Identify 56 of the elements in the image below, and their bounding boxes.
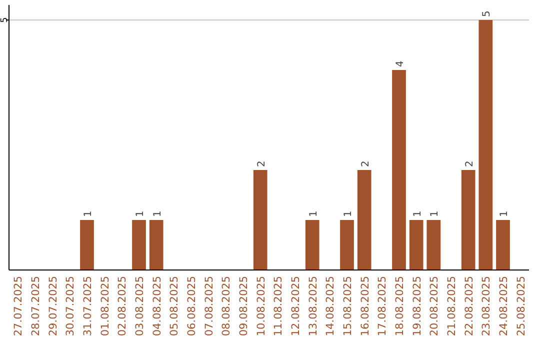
x-tick-label: 02.08.2025	[116, 276, 129, 336]
x-tick-label: 23.08.2025	[480, 276, 493, 336]
x-tick-label: 30.07.2025	[64, 276, 77, 336]
x-tick-label: 01.08.2025	[99, 276, 112, 336]
bar	[496, 220, 510, 270]
bar	[80, 220, 94, 270]
x-tick-label: 18.08.2025	[394, 276, 406, 336]
x-tick-label: 08.08.2025	[220, 276, 233, 336]
data-label: 2	[360, 160, 372, 167]
x-tick-label: 21.08.2025	[446, 276, 458, 336]
data-label: 2	[256, 160, 268, 167]
data-label: 1	[135, 210, 146, 217]
x-tick-label: 10.08.2025	[255, 276, 268, 336]
data-label: 4	[395, 60, 406, 67]
data-label: 1	[430, 210, 441, 217]
bar	[478, 20, 493, 270]
bar	[392, 70, 406, 270]
x-tick-label: 16.08.2025	[359, 276, 372, 336]
x-tick-label: 29.07.2025	[47, 276, 60, 336]
data-label: 5	[482, 10, 493, 17]
bar	[305, 220, 320, 270]
bar	[253, 170, 268, 270]
x-tick-label: 03.08.2025	[134, 276, 146, 336]
x-tick-label: 31.07.2025	[82, 276, 94, 336]
x-tick-label: 17.08.2025	[376, 276, 389, 336]
x-tick-label: 04.08.2025	[151, 276, 164, 336]
bar	[340, 220, 354, 270]
data-label: 1	[343, 210, 354, 217]
x-tick-label: 22.08.2025	[463, 276, 476, 336]
x-tick-label: 25.08.2025	[515, 276, 528, 336]
x-tick-label: 15.08.2025	[342, 276, 354, 336]
data-label: 1	[152, 210, 164, 217]
x-tick-label: 07.08.2025	[203, 276, 216, 336]
bar	[461, 170, 476, 270]
x-tick-label: 12.08.2025	[290, 276, 302, 336]
data-label: 1	[412, 210, 424, 217]
x-tick-label: 20.08.2025	[428, 276, 441, 336]
x-tick-label: 24.08.2025	[498, 276, 510, 336]
bar	[357, 170, 372, 270]
x-tick-label: 13.08.2025	[307, 276, 320, 336]
x-tick-label: 27.07.2025	[12, 276, 25, 336]
bar	[149, 220, 164, 270]
x-tick-label: 28.07.2025	[30, 276, 42, 336]
bar	[132, 220, 146, 270]
x-tick-label: 11.08.2025	[272, 276, 285, 336]
bar	[409, 220, 424, 270]
x-tick-label: 06.08.2025	[186, 276, 198, 336]
data-label: 1	[83, 210, 94, 217]
x-tick-label: 19.08.2025	[411, 276, 424, 336]
data-label: 1	[499, 210, 510, 217]
x-tick-label: 05.08.2025	[168, 276, 181, 336]
x-tick-label: 14.08.2025	[324, 276, 337, 336]
x-tick-label: 09.08.2025	[238, 276, 250, 336]
bar	[426, 220, 441, 270]
data-label: 1	[308, 210, 320, 217]
data-label: 2	[464, 160, 476, 167]
